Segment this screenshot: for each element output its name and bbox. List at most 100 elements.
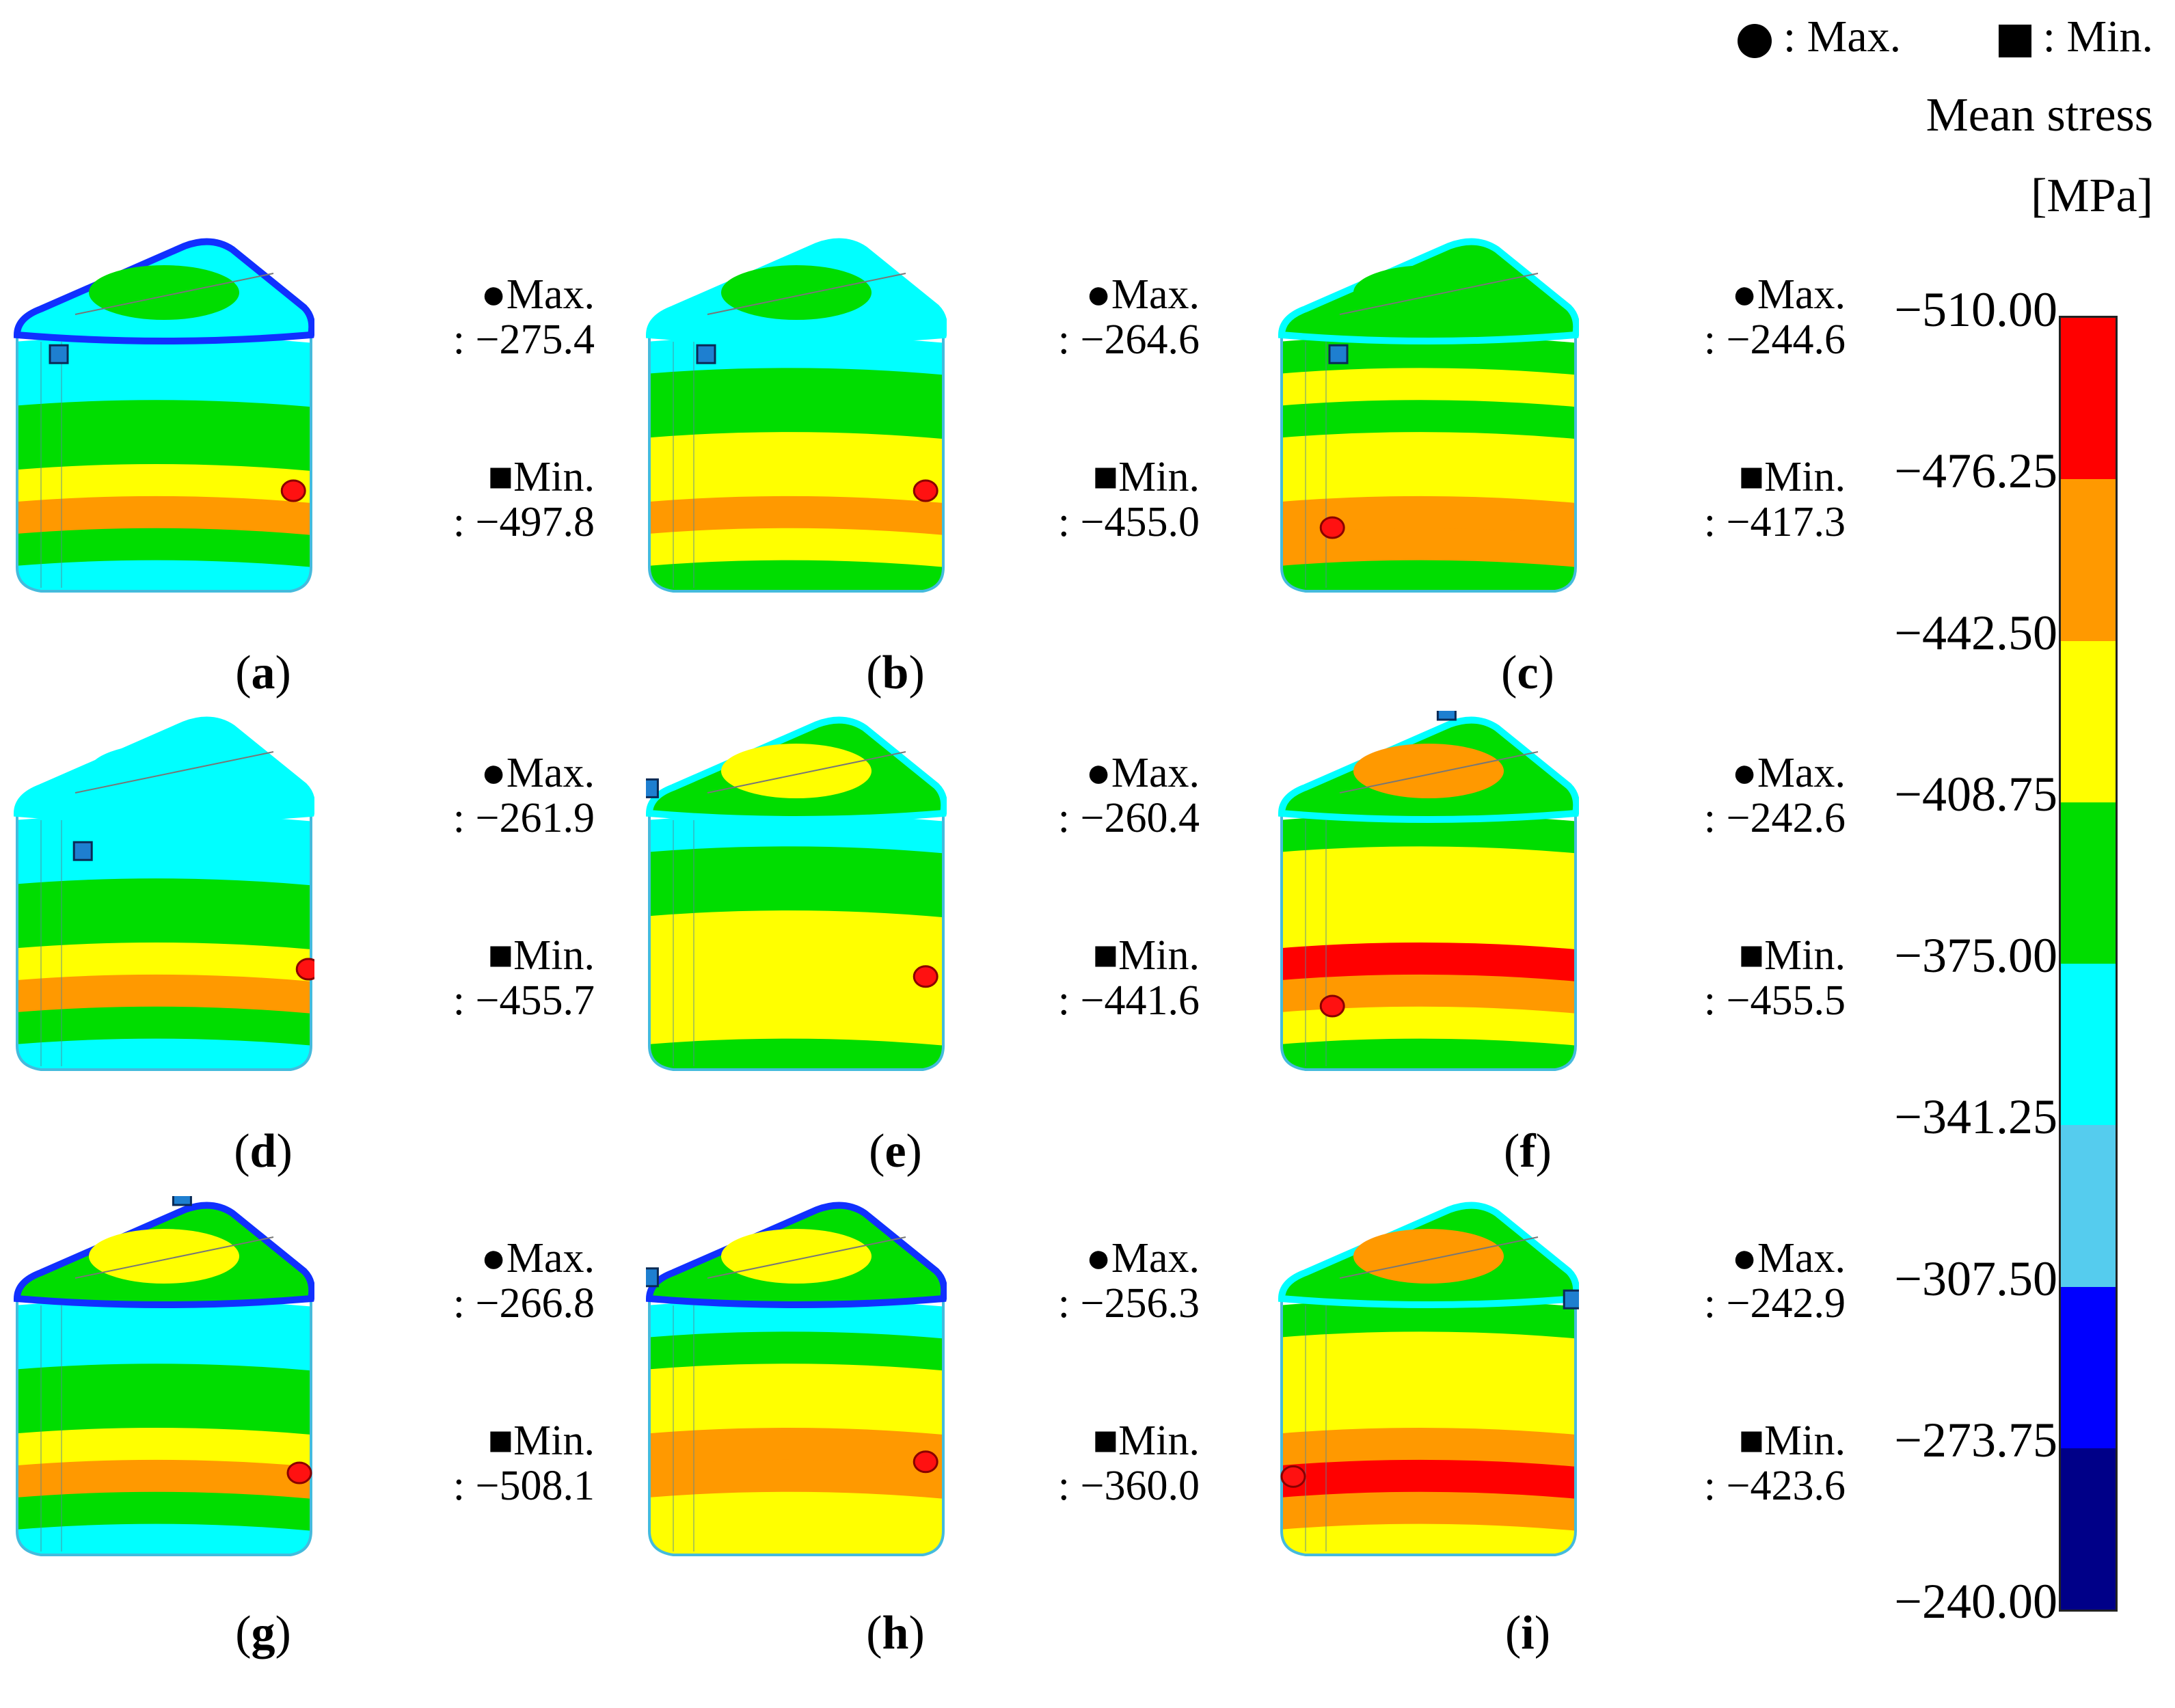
legend-min-label: : Min. — [2042, 12, 2153, 62]
colorbar-segment — [2061, 479, 2116, 641]
min-square-icon — [1999, 24, 2032, 57]
min-marker-icon — [1436, 711, 1457, 721]
contour-band — [649, 942, 943, 984]
colorbar-segment — [2061, 964, 2116, 1126]
colorbar-tick-label: −476.25 — [1894, 444, 2057, 499]
contour-band — [649, 400, 943, 441]
contour-band — [1282, 1459, 1576, 1501]
contour-band — [17, 878, 311, 919]
contour-band — [1282, 1427, 1576, 1469]
max-marker-icon — [286, 1461, 312, 1485]
min-value: : −417.3 — [1703, 499, 1846, 545]
colorbar-tick-label: −510.00 — [1894, 282, 2057, 337]
min-label: ■Min. — [1738, 1418, 1846, 1464]
min-label: ■Min. — [1738, 932, 1846, 979]
contour-band — [649, 846, 943, 887]
contour-band — [1282, 463, 1576, 505]
max-marker-icon — [913, 965, 938, 988]
min-label: ■Min. — [1092, 454, 1200, 500]
max-label: ●Max. — [1085, 271, 1200, 318]
max-value: : −256.3 — [1057, 1280, 1200, 1327]
max-value: : −266.8 — [452, 1280, 595, 1327]
contour-band — [649, 910, 943, 951]
max-marker-icon — [913, 1450, 938, 1474]
max-value: : −260.4 — [1057, 795, 1200, 841]
max-marker-icon — [1280, 1465, 1306, 1488]
contour-band — [1282, 910, 1576, 951]
contour-band — [1282, 1006, 1576, 1048]
panel-label-f: (f) — [1504, 1125, 1552, 1178]
contour-band — [1282, 814, 1576, 855]
panel-annotation-a: ●Max.: −275.4 ■Min.: −497.8 — [390, 272, 595, 545]
panel-annotation-i: ●Max.: −242.9 ■Min.: −423.6 — [1640, 1236, 1846, 1508]
panel-annotation-d: ●Max.: −261.9 ■Min.: −455.7 — [390, 750, 595, 1023]
stress-contour-shape-h — [646, 1202, 947, 1556]
max-marker-icon — [295, 958, 314, 981]
panel-label-d: (d) — [234, 1125, 293, 1178]
min-label: ■Min. — [487, 1418, 595, 1464]
colorbar-segment — [2061, 1286, 2116, 1448]
min-value: : −441.6 — [1057, 977, 1200, 1024]
contour-band — [649, 974, 943, 1016]
symbol-legend: : Max. : Min. — [1738, 11, 2153, 63]
contour-band — [649, 528, 943, 569]
panel-label-a: (a) — [235, 647, 291, 699]
top-face-core — [1353, 1229, 1504, 1284]
contour-band — [649, 1299, 943, 1340]
colorbar-title-line1: Mean stress — [1926, 89, 2153, 141]
max-label: ●Max. — [1085, 750, 1200, 796]
contour-band — [649, 368, 943, 409]
max-label: ●Max. — [481, 750, 595, 796]
top-face-core — [1353, 265, 1504, 320]
panel-label-c: (c) — [1501, 647, 1554, 699]
stress-contour-shape-a — [14, 238, 314, 593]
stress-contour-shape-c — [1278, 238, 1579, 593]
max-marker-icon — [1319, 994, 1345, 1018]
contour-band — [1282, 1331, 1576, 1372]
colorbar-title: Mean stress [MPa] — [1926, 75, 2153, 236]
contour-band — [17, 1364, 311, 1405]
colorbar-segment — [2061, 640, 2116, 802]
contour-band — [649, 1459, 943, 1501]
min-value: : −455.0 — [1057, 499, 1200, 545]
colorbar-tick-label: −273.75 — [1894, 1412, 2057, 1467]
contour-band — [1282, 368, 1576, 409]
colorbar-tick-label: −408.75 — [1894, 766, 2057, 822]
min-value: : −423.6 — [1703, 1463, 1846, 1509]
contour-band — [17, 910, 311, 951]
top-face-core — [89, 1229, 239, 1284]
min-marker-icon — [646, 1267, 659, 1288]
max-label: ●Max. — [481, 271, 595, 318]
panel-label-g: (g) — [235, 1607, 291, 1659]
min-label: ■Min. — [1738, 454, 1846, 500]
top-face-core — [721, 744, 872, 798]
panel-annotation-g: ●Max.: −266.8 ■Min.: −508.1 — [390, 1236, 595, 1508]
contour-band — [1282, 1523, 1576, 1555]
top-face-core — [1353, 744, 1504, 798]
min-marker-icon — [49, 344, 69, 364]
contour-band — [17, 1523, 311, 1555]
panel-label-e: (e) — [869, 1125, 922, 1178]
max-value: : −242.6 — [1703, 795, 1846, 841]
contour-band — [17, 1427, 311, 1469]
contour-band — [649, 1396, 943, 1437]
contour-band — [17, 942, 311, 984]
contour-band — [17, 1491, 311, 1533]
colorbar-tick-label: −442.50 — [1894, 605, 2057, 660]
top-face-core — [89, 265, 239, 320]
contour-band — [17, 560, 311, 591]
contour-band — [649, 1523, 943, 1555]
max-label: ●Max. — [1731, 271, 1846, 318]
min-label: ■Min. — [1092, 1418, 1200, 1464]
contour-band — [1282, 336, 1576, 377]
contour-band — [1282, 432, 1576, 473]
stress-contour-shape-b — [646, 238, 947, 593]
contour-band — [1282, 878, 1576, 919]
contour-band — [1282, 846, 1576, 887]
panel-label-b: (b) — [866, 647, 925, 699]
max-marker-icon — [1319, 516, 1345, 539]
contour-band — [649, 1038, 943, 1070]
min-marker-icon — [72, 841, 93, 861]
min-value: : −360.0 — [1057, 1463, 1200, 1509]
max-label: ●Max. — [1731, 750, 1846, 796]
